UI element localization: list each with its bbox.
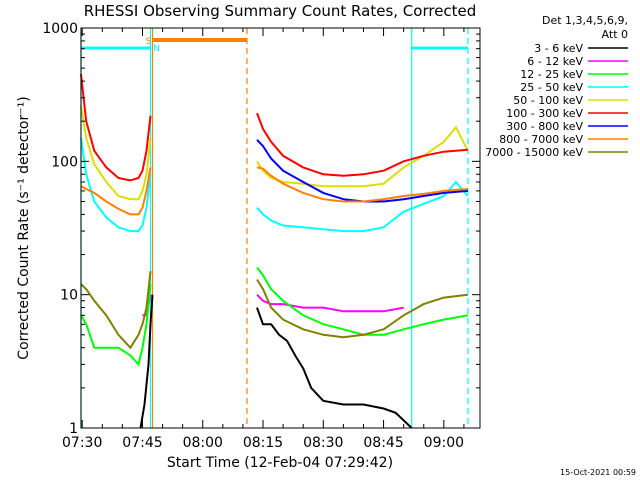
series-group: [80, 74, 469, 429]
legend-label-6: 300 - 800 keV: [506, 120, 583, 133]
y-tick-label-0: 1: [69, 421, 78, 437]
series-line-2-seg-1: [256, 266, 469, 336]
legend-label-0: 3 - 6 keV: [534, 42, 583, 55]
x-tick-label-5: 08:45: [363, 435, 403, 451]
series-line-6-seg-0: [256, 139, 468, 203]
x-tick-label-0: 07:30: [62, 435, 102, 451]
series-line-7-seg-0: [80, 167, 152, 216]
legend-label-2: 12 - 25 keV: [520, 68, 583, 81]
series-line-7-seg-1: [256, 166, 468, 203]
legend-title-line-2: Att 0: [602, 28, 628, 41]
series-line-5-seg-1: [256, 112, 468, 177]
legend-label-8: 7000 - 15000 keV: [485, 146, 583, 159]
series-line-4-seg-1: [256, 125, 469, 188]
footer-timestamp: 15-Oct-2021 00:59: [560, 468, 636, 477]
series-line-3-seg-0: [80, 137, 152, 233]
series-line-0-seg-0: [139, 294, 154, 429]
legend-title-line-1: Det 1,3,4,5,6,9,: [542, 14, 628, 27]
x-tick-label-1: 07:45: [122, 435, 162, 451]
orbit-label-n: N: [153, 44, 160, 54]
legend-label-7: 800 - 7000 keV: [499, 133, 583, 146]
chart-title: RHESSI Observing Summary Count Rates, Co…: [84, 2, 477, 20]
series-line-8-seg-0: [80, 271, 152, 350]
series-line-3-seg-1: [256, 180, 469, 233]
legend-label-3: 25 - 50 keV: [520, 81, 583, 94]
series-line-0-seg-1: [256, 307, 413, 429]
y-axis-label: Corrected Count Rate (s⁻¹ detector⁻¹): [16, 96, 32, 359]
series-line-5-seg-0: [80, 74, 152, 182]
orbit-label-s: S: [146, 37, 152, 47]
series-line-2-seg-0: [80, 284, 152, 367]
series-line-8-seg-1: [256, 278, 469, 339]
x-tick-label-6: 09:00: [424, 435, 464, 451]
series-line-4-seg-0: [80, 105, 152, 201]
series-line-1-seg-1: [256, 293, 404, 313]
legend-label-1: 6 - 12 keV: [527, 55, 583, 68]
y-tick-label-2: 100: [51, 154, 78, 170]
x-tick-label-2: 08:00: [183, 435, 223, 451]
legend-label-5: 100 - 300 keV: [506, 107, 583, 120]
x-axis: 07:30 07:45 08:00 08:15 08:30 08:45 09:00: [62, 28, 465, 451]
x-tick-label-3: 08:15: [243, 435, 283, 451]
x-tick-label-4: 08:30: [303, 435, 343, 451]
y-tick-label-3: 1000: [42, 21, 78, 37]
orbit-markers: SN: [80, 28, 469, 428]
y-axis: 1 10 100 1000: [42, 21, 480, 437]
x-axis-label: Start Time (12-Feb-04 07:29:42): [167, 455, 393, 471]
legend-label-4: 50 - 100 keV: [513, 94, 583, 107]
y-tick-label-1: 10: [60, 288, 78, 304]
plot-frame: [80, 27, 481, 429]
